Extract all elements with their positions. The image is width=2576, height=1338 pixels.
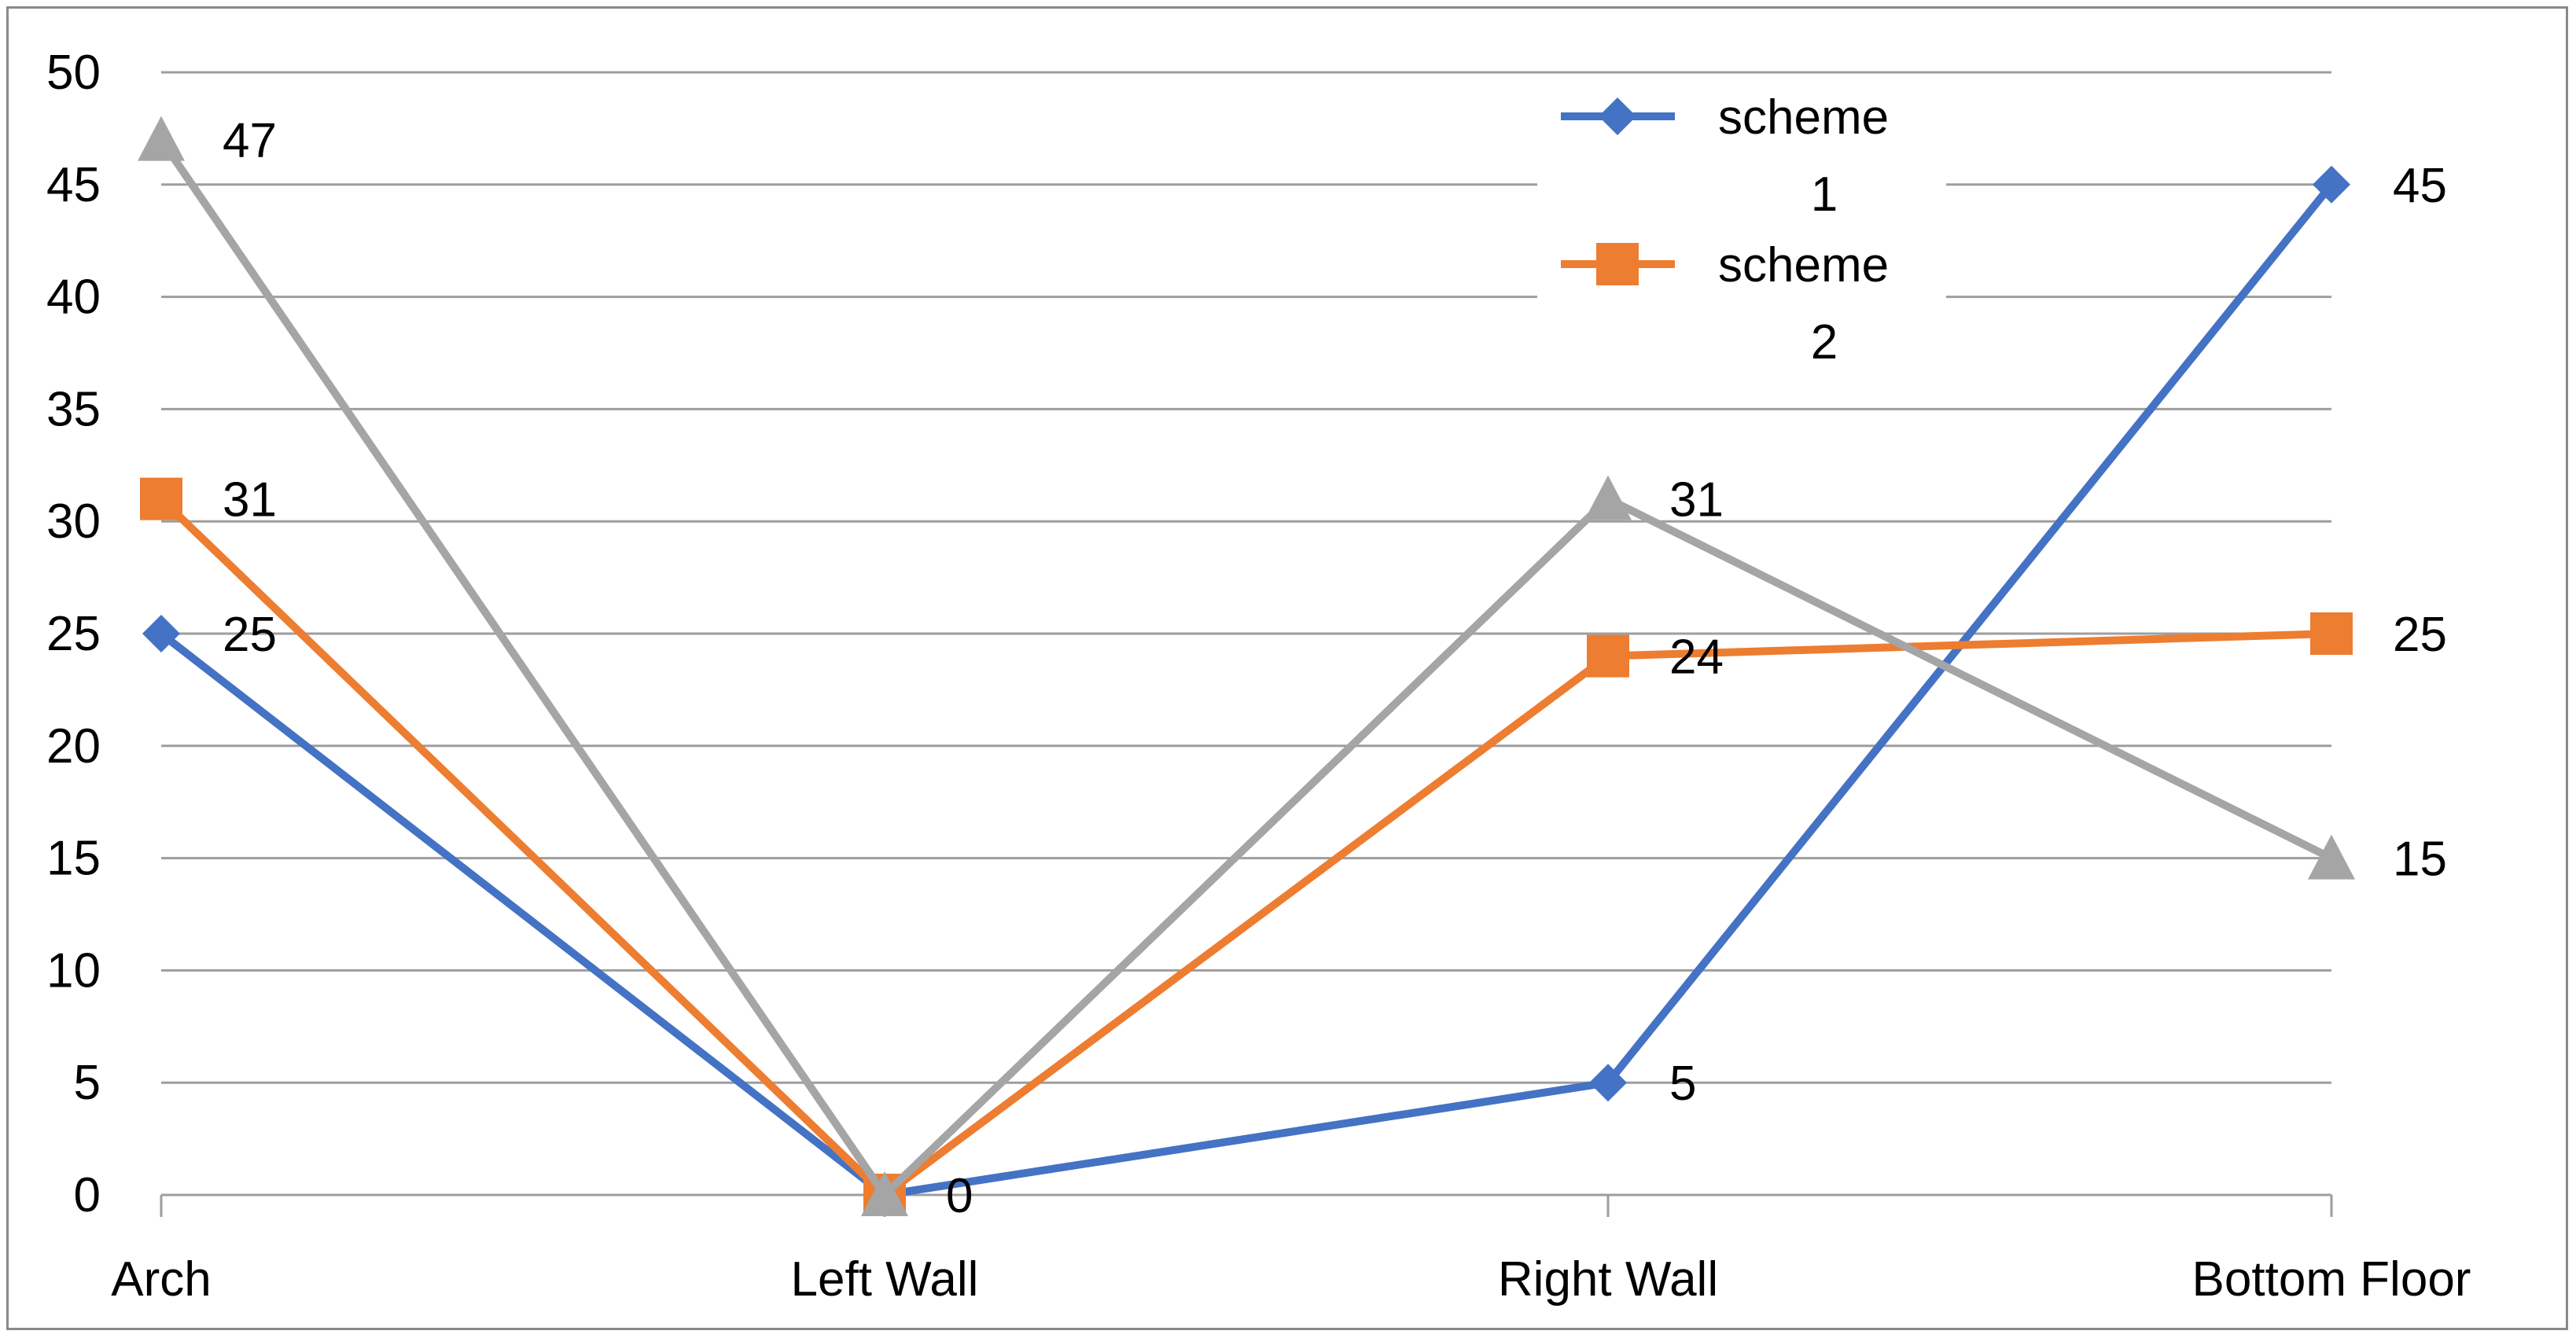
series-1 [142, 165, 2350, 1214]
x-tick-label: Arch [111, 1252, 211, 1307]
legend-diamond-marker [1599, 97, 1636, 135]
triangle-marker [138, 116, 185, 161]
data-label: 25 [2393, 608, 2447, 662]
y-tick-label: 30 [46, 494, 101, 549]
data-label: 45 [2393, 159, 2447, 213]
square-marker [140, 477, 182, 520]
square-marker [2310, 612, 2353, 655]
legend-square-marker [1596, 243, 1639, 285]
data-label: 47 [223, 114, 277, 168]
data-labels: 25 5 45 31 24 25 47 0 31 15 [223, 114, 2447, 1223]
legend-label: scheme [1718, 238, 1889, 292]
y-tick-label: 35 [46, 382, 101, 436]
legend-entry-1: scheme 1 [1561, 90, 1889, 222]
series-3 [138, 116, 2355, 1216]
legend-label: scheme [1718, 90, 1889, 145]
x-tick-label: Left Wall [791, 1252, 979, 1307]
legend-entry-2: scheme 2 [1561, 238, 1889, 369]
y-tick-label: 25 [46, 607, 101, 661]
diamond-marker [2313, 165, 2350, 204]
legend: scheme 1 scheme 2 [1537, 75, 1946, 369]
series-line [158, 496, 2332, 1199]
data-label: 15 [2393, 833, 2447, 887]
y-tick-label: 45 [46, 158, 101, 212]
legend-label-line2: 1 [1811, 167, 1838, 222]
triangle-marker [2308, 834, 2355, 880]
series-line [158, 182, 2335, 1199]
y-tick-label: 50 [46, 46, 101, 100]
data-label: 5 [1669, 1057, 1696, 1111]
y-tick-label: 0 [74, 1168, 101, 1222]
x-tick-label: Bottom Floor [2192, 1252, 2471, 1307]
y-tick-label: 5 [74, 1056, 101, 1110]
y-tick-label: 40 [46, 270, 101, 325]
y-tick-label: 20 [46, 719, 101, 774]
square-marker [1587, 634, 1629, 678]
y-tick-label: 10 [46, 943, 101, 998]
gridlines [161, 71, 2331, 1084]
diamond-marker [1589, 1064, 1627, 1102]
series-line [157, 137, 2334, 1199]
data-label: 31 [1669, 473, 1724, 527]
chart-frame [6, 6, 2568, 1330]
diamond-marker [142, 615, 180, 652]
legend-label-line2: 2 [1811, 315, 1838, 369]
data-label: 25 [223, 608, 277, 662]
x-tick-label: Right Wall [1498, 1252, 1718, 1307]
triangle-marker [861, 1171, 908, 1216]
data-label: 31 [223, 473, 277, 527]
triangle-marker [1584, 475, 1632, 520]
series-layer [138, 116, 2355, 1216]
data-label: 0 [946, 1169, 973, 1223]
y-tick-label: 15 [46, 832, 101, 886]
data-label: 24 [1669, 630, 1724, 685]
